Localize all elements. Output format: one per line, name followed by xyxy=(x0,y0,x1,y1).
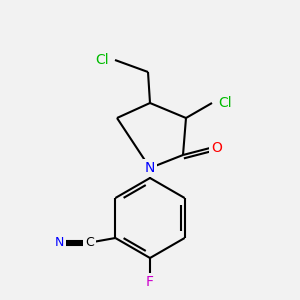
Text: F: F xyxy=(146,275,154,289)
Text: Cl: Cl xyxy=(218,96,232,110)
Text: N: N xyxy=(145,161,155,175)
Text: O: O xyxy=(212,141,222,155)
Text: N: N xyxy=(55,236,64,250)
Text: Cl: Cl xyxy=(95,53,109,67)
Text: C: C xyxy=(85,236,94,250)
